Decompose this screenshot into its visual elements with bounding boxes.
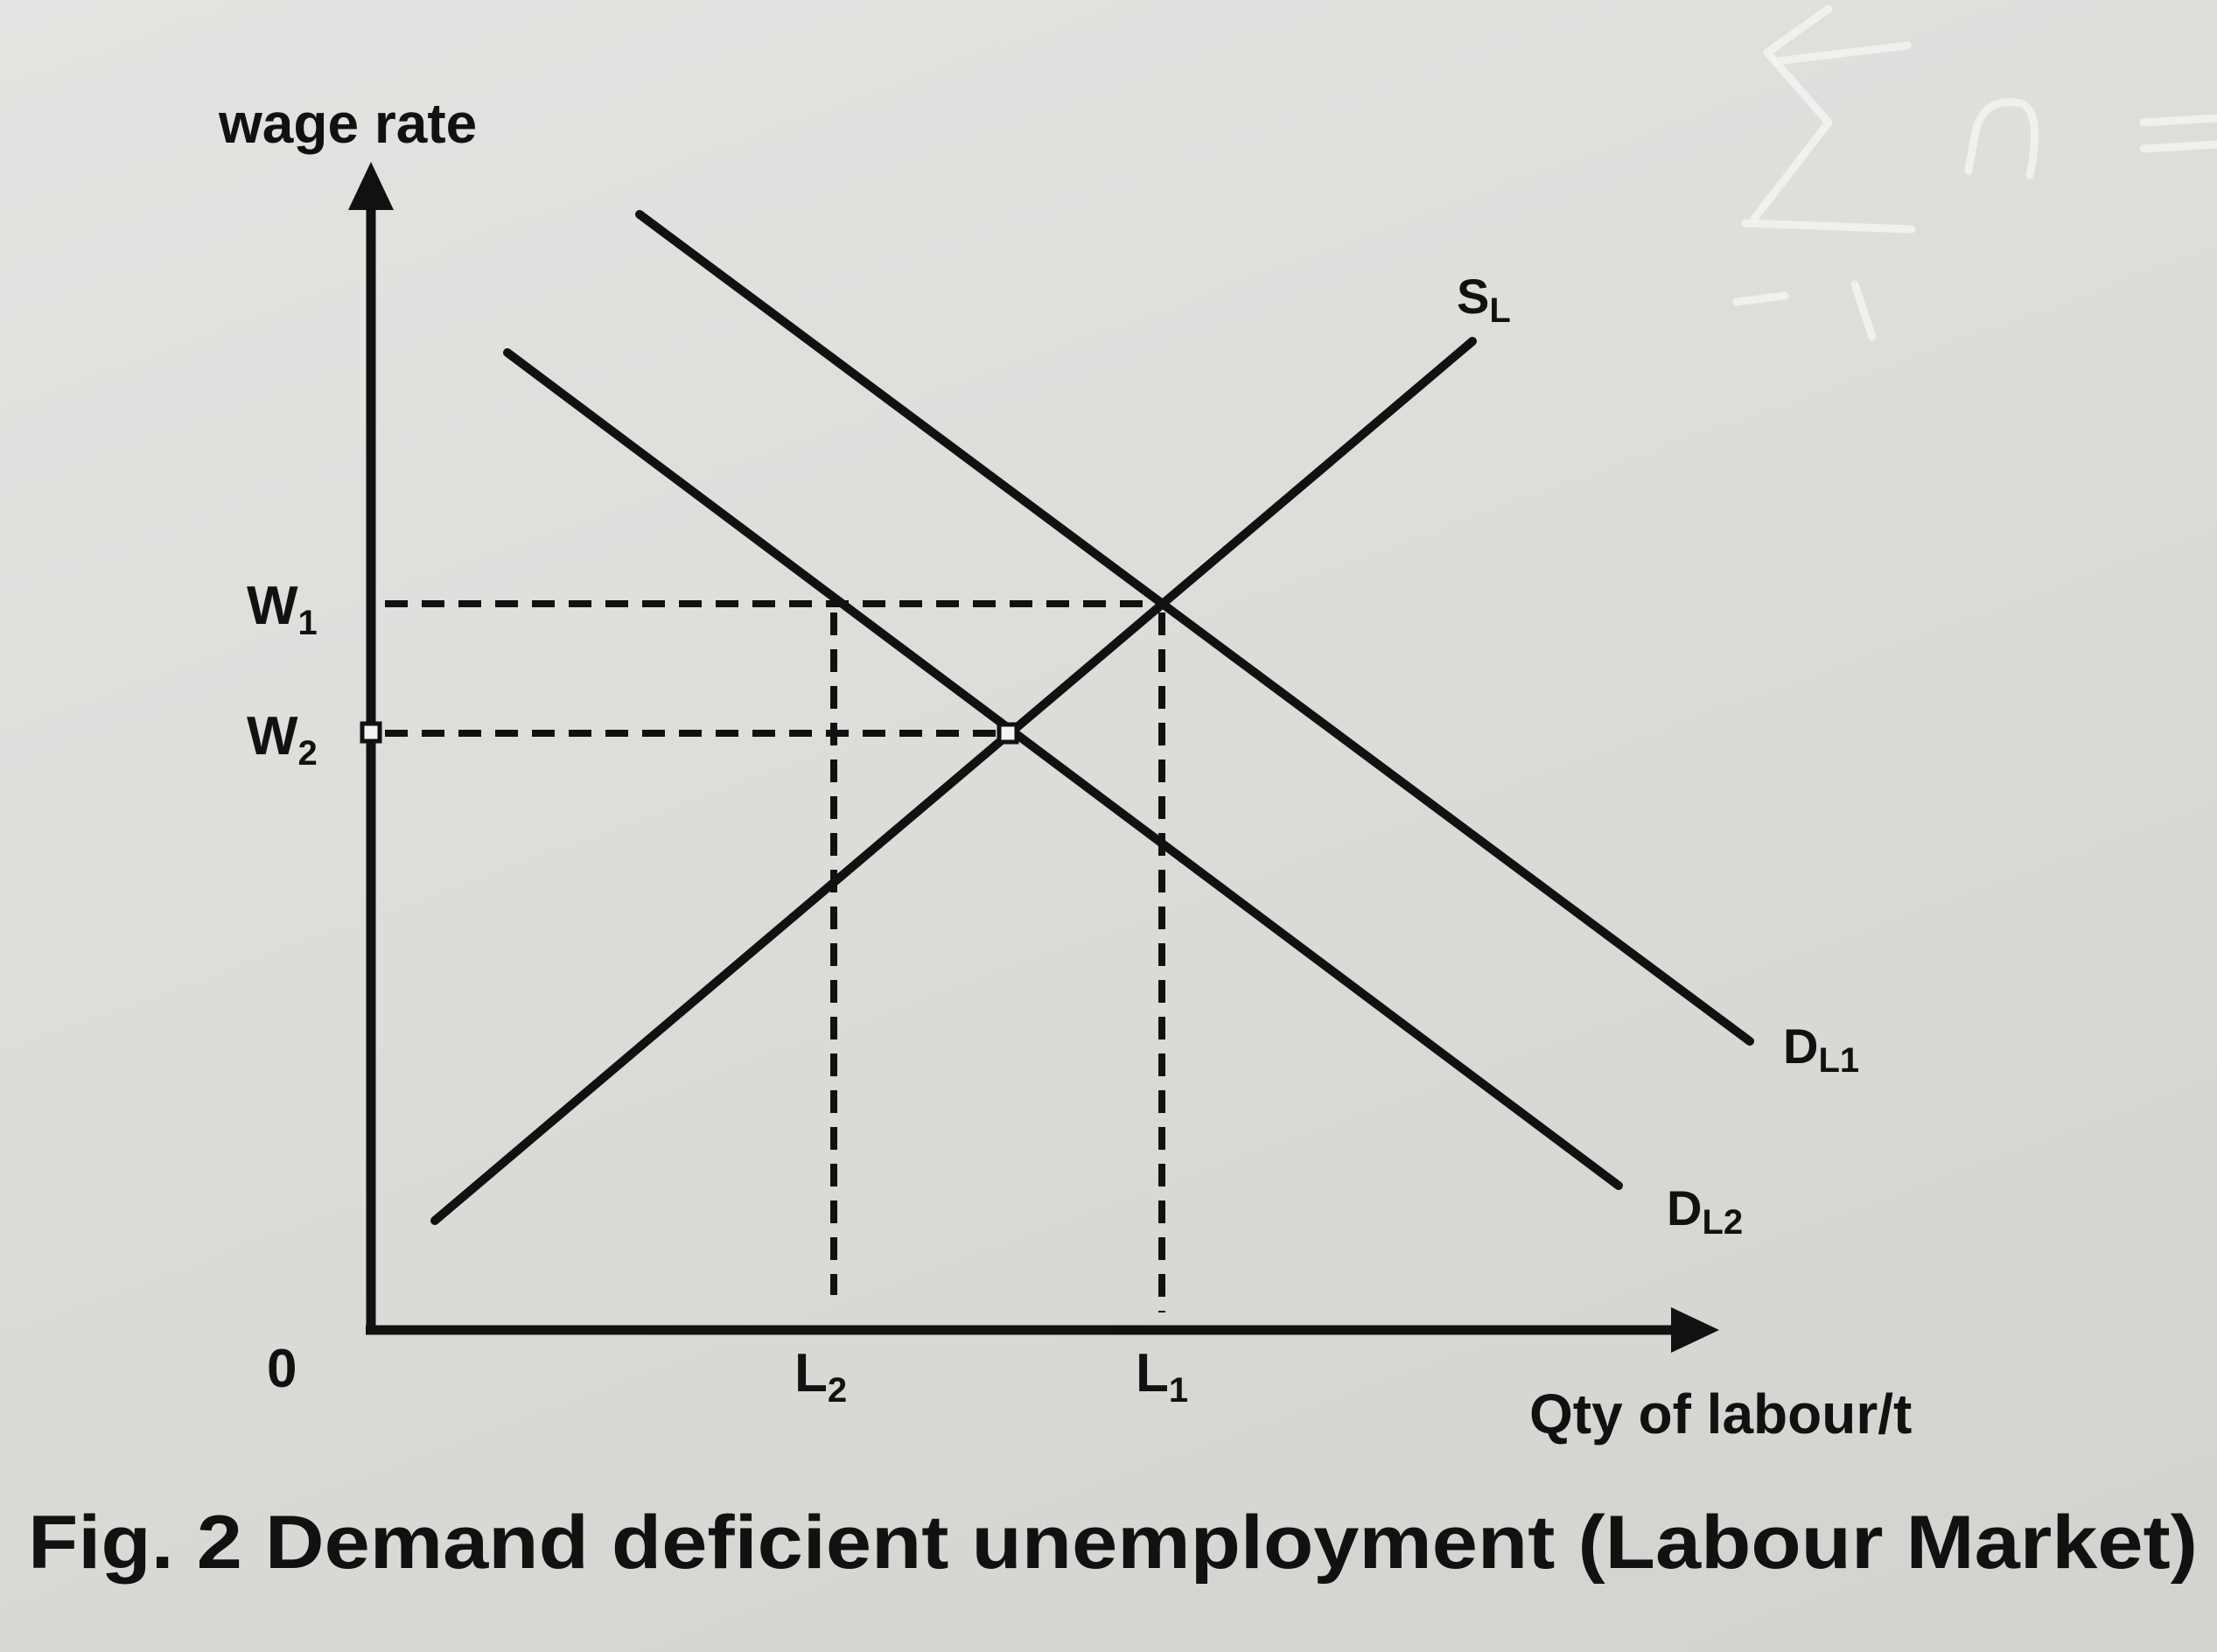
l2-label: L2 (794, 1343, 847, 1410)
supply-curve-sl (430, 337, 1477, 1225)
w2-axis-marker (360, 721, 382, 744)
w1-label: W1 (247, 576, 318, 642)
x-axis-label: Qty of labour/t (1529, 1382, 1912, 1446)
w2-label: W2 (247, 706, 318, 773)
demand-curve-dl2 (503, 348, 1623, 1190)
supply-curve-label: SL (1457, 269, 1511, 330)
y-axis-arrow-icon (348, 162, 394, 210)
y-axis-label: wage rate (218, 92, 477, 155)
equilibrium-point-marker (997, 722, 1019, 745)
background-scribble (1732, 4, 2217, 341)
demand-curve-dl1-label: DL1 (1783, 1018, 1859, 1080)
demand-curve-dl1 (635, 210, 1754, 1046)
l1-label: L1 (1136, 1343, 1188, 1410)
figure-caption: Fig. 2 Demand deficient unemployment (La… (28, 1501, 2198, 1585)
demand-curve-dl2-label: DL2 (1667, 1180, 1743, 1242)
origin-label: 0 (267, 1339, 297, 1399)
x-axis-arrow-icon (1671, 1307, 1719, 1353)
